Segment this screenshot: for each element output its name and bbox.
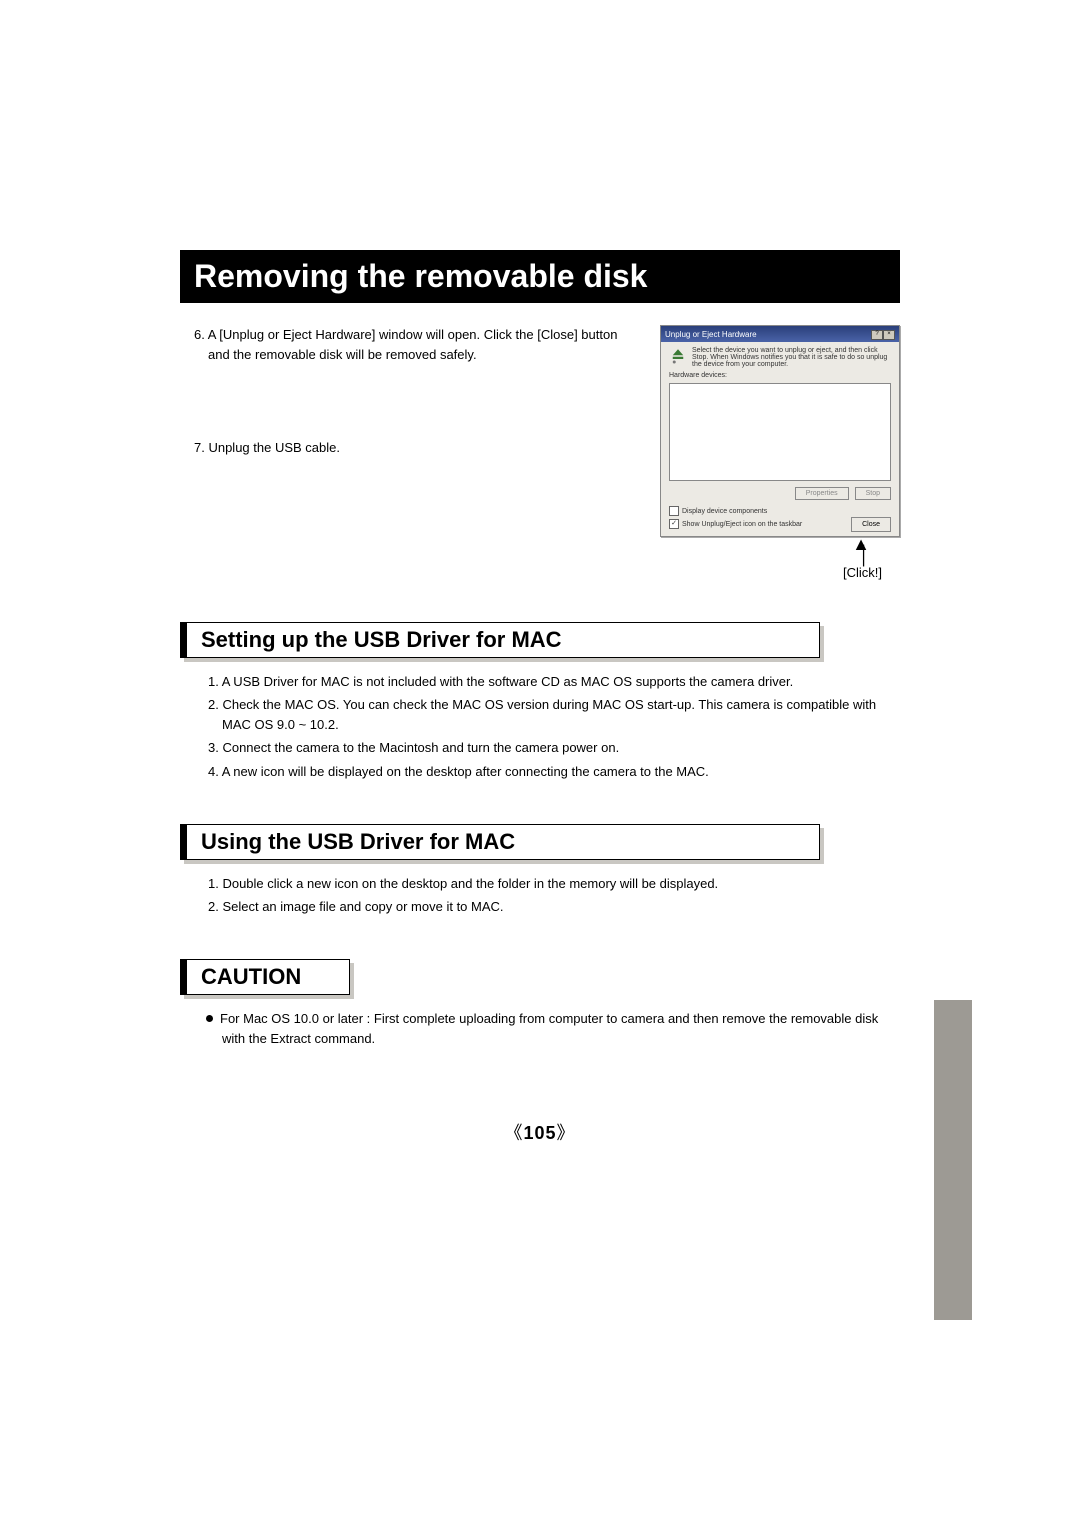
section-2-header: Using the USB Driver for MAC <box>180 824 900 860</box>
stop-button[interactable]: Stop <box>855 487 891 500</box>
bullet-icon <box>206 1015 213 1022</box>
show-taskbar-icon-checkbox[interactable]: ✓ <box>669 519 679 529</box>
dialog-button-row-1: Properties Stop <box>669 487 891 500</box>
close-brace-icon: 》 <box>557 1123 576 1143</box>
list-item: 1. A USB Driver for MAC is not included … <box>222 672 900 692</box>
caution-title: CAUTION <box>201 964 301 990</box>
page-number-value: 105 <box>523 1123 556 1143</box>
list-item: For Mac OS 10.0 or later : First complet… <box>222 1009 900 1049</box>
page-side-tab <box>934 1000 972 1320</box>
close-button[interactable]: Close <box>851 517 891 533</box>
manual-page: Removing the removable disk 6. A [Unplug… <box>180 250 900 1145</box>
step-6: 6. A [Unplug or Eject Hardware] window w… <box>180 325 642 364</box>
screenshot-column: Unplug or Eject Hardware ?× Select the d… <box>660 325 900 580</box>
dialog-titlebar: Unplug or Eject Hardware ?× <box>661 326 899 342</box>
dialog-title-text: Unplug or Eject Hardware <box>665 330 757 339</box>
dialog-options: Display device components ✓Show Unplug/E… <box>669 506 891 532</box>
section-1-header: Setting up the USB Driver for MAC <box>180 622 900 658</box>
caution-header: CAUTION <box>180 959 900 995</box>
hardware-devices-label: Hardware devices: <box>669 372 891 379</box>
open-brace-icon: 《 <box>504 1123 523 1143</box>
page-title: Removing the removable disk <box>194 258 647 294</box>
list-item: 2. Select an image file and copy or move… <box>222 897 900 917</box>
page-title-bar: Removing the removable disk <box>180 250 900 303</box>
arrow-up-icon: ▲│ <box>660 539 900 561</box>
click-label: [Click!] <box>660 565 900 580</box>
caution-item-text: For Mac OS 10.0 or later : First complet… <box>220 1011 878 1046</box>
eject-icon <box>669 347 687 365</box>
list-item: 1. Double click a new icon on the deskto… <box>222 874 900 894</box>
top-two-column: 6. A [Unplug or Eject Hardware] window w… <box>180 325 900 580</box>
unplug-eject-dialog: Unplug or Eject Hardware ?× Select the d… <box>660 325 900 537</box>
hardware-devices-list[interactable] <box>669 383 891 481</box>
list-item: 3. Connect the camera to the Macintosh a… <box>222 738 900 758</box>
steps-column: 6. A [Unplug or Eject Hardware] window w… <box>180 325 642 580</box>
dialog-description: Select the device you want to unplug or … <box>692 347 891 368</box>
page-number: 《105》 <box>180 1119 900 1145</box>
section-2-list: 1. Double click a new icon on the deskto… <box>180 874 900 917</box>
section-2-title: Using the USB Driver for MAC <box>201 829 515 855</box>
close-icon[interactable]: × <box>883 330 895 340</box>
caution-list: For Mac OS 10.0 or later : First complet… <box>180 1009 900 1049</box>
list-item: 4. A new icon will be displayed on the d… <box>222 762 900 782</box>
section-1-list: 1. A USB Driver for MAC is not included … <box>180 672 900 782</box>
dialog-window-buttons: ?× <box>871 328 895 340</box>
show-taskbar-icon-label: Show Unplug/Eject icon on the taskbar <box>682 521 802 528</box>
display-components-checkbox[interactable] <box>669 506 679 516</box>
dialog-description-row: Select the device you want to unplug or … <box>669 347 891 368</box>
help-icon[interactable]: ? <box>871 330 883 340</box>
step-7: 7. Unplug the USB cable. <box>180 438 642 458</box>
properties-button[interactable]: Properties <box>795 487 849 500</box>
section-1-title: Setting up the USB Driver for MAC <box>201 627 562 653</box>
list-item: 2. Check the MAC OS. You can check the M… <box>222 695 900 735</box>
display-components-label: Display device components <box>682 508 767 515</box>
dialog-body: Select the device you want to unplug or … <box>661 342 899 536</box>
